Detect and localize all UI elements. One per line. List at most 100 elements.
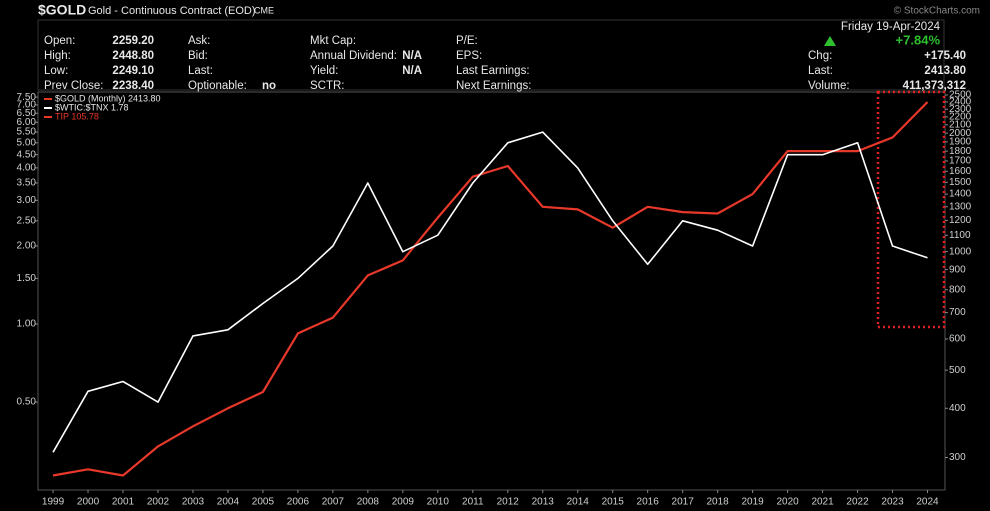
field-label: EPS:: [456, 50, 482, 62]
y-tick-label: 2.00: [17, 241, 37, 252]
quote-label: Volume:: [808, 80, 850, 92]
legend-label: TIP 105.78: [55, 111, 99, 121]
y-tick-label: 2.50: [17, 215, 37, 226]
series-line: [52, 131, 928, 453]
x-tick-label: 2020: [776, 497, 799, 508]
x-tick-label: 2007: [322, 497, 345, 508]
y2-tick-label: 2000: [949, 128, 972, 139]
y-tick-label: 6.50: [17, 108, 37, 119]
field-label: Optionable:: [188, 80, 247, 92]
legend-label: $GOLD (Monthly) 2413.80: [55, 93, 161, 103]
y2-tick-label: 2100: [949, 119, 972, 130]
y-tick-label: 6.00: [17, 117, 37, 128]
x-tick-label: 2004: [217, 497, 240, 508]
y2-tick-label: 2500: [949, 90, 972, 101]
y2-tick-label: 1500: [949, 177, 972, 188]
x-tick-label: 2016: [637, 497, 660, 508]
x-tick-label: 2018: [707, 497, 730, 508]
x-tick-label: 2011: [462, 497, 484, 508]
field-value: 2238.40: [112, 80, 154, 92]
field-label: SCTR:: [310, 80, 345, 92]
date: Friday 19-Apr-2024: [841, 21, 941, 33]
up-arrow: [824, 36, 836, 46]
field-label: Yield:: [310, 65, 338, 77]
field-value: 2448.80: [112, 50, 154, 62]
y2-tick-label: 1400: [949, 189, 972, 200]
field-label: Open:: [44, 35, 75, 47]
x-tick-label: 2006: [287, 497, 310, 508]
x-tick-label: 2012: [497, 497, 520, 508]
y2-tick-label: 700: [949, 307, 966, 318]
x-tick-label: 2021: [811, 497, 834, 508]
field-label: Mkt Cap:: [310, 35, 356, 47]
x-tick-label: 2005: [252, 497, 275, 508]
x-tick-label: 2003: [182, 497, 205, 508]
y-tick-label: 5.00: [17, 137, 37, 148]
y-tick-label: 3.00: [17, 195, 37, 206]
x-tick-label: 2008: [357, 497, 380, 508]
y2-tick-label: 2300: [949, 104, 972, 115]
series-line: [52, 101, 929, 477]
y-tick-label: 4.00: [17, 163, 37, 174]
y2-tick-label: 1100: [949, 230, 971, 241]
field-label: Last:: [188, 65, 213, 77]
y2-tick-label: 500: [949, 365, 966, 376]
y2-tick-label: 2200: [949, 111, 972, 122]
field-label: Next Earnings:: [456, 80, 531, 92]
x-tick-label: 2013: [532, 497, 555, 508]
x-tick-label: 2022: [846, 497, 869, 508]
y-tick-label: 1.50: [17, 273, 37, 284]
x-tick-label: 2014: [567, 497, 590, 508]
y2-tick-label: 400: [949, 403, 966, 414]
x-tick-label: 1999: [42, 497, 65, 508]
watermark: © StockCharts.com: [894, 6, 980, 17]
symbol: $GOLD: [38, 2, 86, 18]
header-box: [37, 19, 945, 91]
y2-tick-label: 300: [949, 452, 966, 463]
y-tick-label: 0.50: [17, 397, 37, 408]
quote-label: Chg:: [808, 50, 832, 62]
y2-tick-label: 900: [949, 264, 966, 275]
field-label: Ask:: [188, 35, 210, 47]
y2-tick-label: 600: [949, 334, 966, 345]
field-value: no: [262, 80, 276, 92]
y2-tick-label: 800: [949, 284, 966, 295]
field-value: N/A: [402, 65, 422, 77]
y2-tick-label: 1200: [949, 215, 972, 226]
field-value: N/A: [402, 50, 422, 62]
exchange: CME: [254, 5, 274, 15]
y2-tick-label: 1600: [949, 166, 972, 177]
x-tick-label: 2010: [427, 497, 450, 508]
x-tick-label: 2024: [916, 497, 939, 508]
x-tick-label: 2019: [741, 497, 764, 508]
x-tick-label: 2009: [392, 497, 415, 508]
field-label: High:: [44, 50, 71, 62]
field-label: P/E:: [456, 35, 478, 47]
y2-tick-label: 1900: [949, 137, 972, 148]
field-label: Prev Close:: [44, 80, 103, 92]
y-tick-label: 4.50: [17, 149, 37, 160]
y2-tick-label: 1300: [949, 201, 972, 212]
field-label: Bid:: [188, 50, 208, 62]
field-label: Low:: [44, 65, 68, 77]
description: Gold - Continuous Contract (EOD): [88, 5, 256, 17]
x-tick-label: 2023: [881, 497, 904, 508]
y2-tick-label: 1700: [949, 156, 972, 167]
field-label: Last Earnings:: [456, 65, 530, 77]
x-tick-label: 2002: [147, 497, 170, 508]
x-tick-label: 2001: [112, 497, 135, 508]
y-tick-label: 1.00: [17, 319, 37, 330]
field-label: Annual Dividend:: [310, 50, 397, 62]
x-tick-label: 2017: [672, 497, 695, 508]
y2-tick-label: 2400: [949, 97, 972, 108]
y-tick-label: 7.00: [17, 100, 37, 111]
quote-value: 2413.80: [924, 65, 966, 77]
field-value: 2249.10: [112, 65, 154, 77]
quote-label: Last:: [808, 65, 833, 77]
quote-value: +175.40: [924, 50, 966, 62]
x-tick-label: 2000: [77, 497, 100, 508]
y2-tick-label: 1000: [949, 246, 972, 257]
y2-tick-label: 1800: [949, 146, 972, 157]
